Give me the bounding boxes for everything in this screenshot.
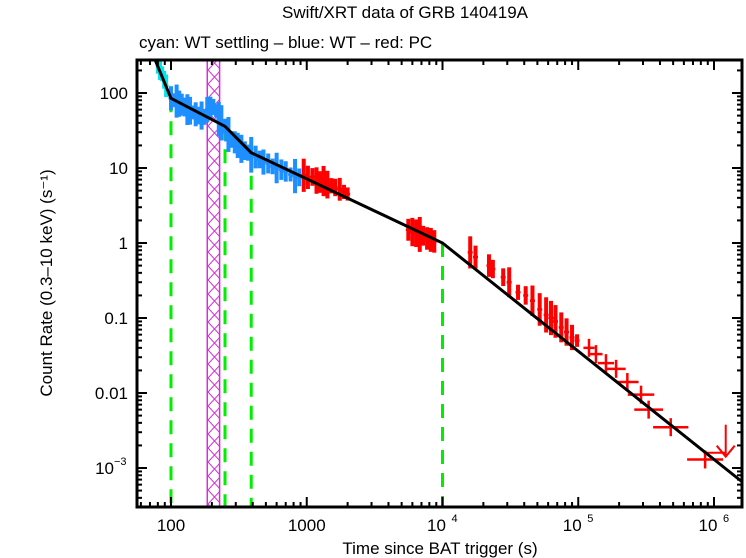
x-tick-label: 1000 xyxy=(288,516,326,535)
x-tick-label: 100 xyxy=(157,516,185,535)
x-tick-exponent: 5 xyxy=(587,513,593,525)
x-tick-label: 10 xyxy=(427,516,446,535)
x-tick-label: 10 xyxy=(699,516,718,535)
series-wt xyxy=(168,84,302,194)
y-tick-label: 1 xyxy=(119,234,128,253)
series-pc-upper-limit xyxy=(703,424,736,459)
chart-title: Swift/XRT data of GRB 140419A xyxy=(282,3,529,22)
y-tick-label: 10 xyxy=(95,459,114,478)
flare-exclusion-box xyxy=(206,60,221,507)
y-tick-exponent: −3 xyxy=(114,456,127,468)
plot-frame xyxy=(135,58,744,509)
plot-area xyxy=(153,60,742,507)
y-tick-label: 10 xyxy=(109,159,128,178)
y-tick-label: 0.01 xyxy=(95,384,128,403)
x-tick-exponent: 6 xyxy=(723,513,729,525)
y-axis-label: Count Rate (0.3–10 keV) (s⁻¹) xyxy=(37,169,56,396)
x-axis-label: Time since BAT trigger (s) xyxy=(342,539,537,558)
x-tick-label: 10 xyxy=(563,516,582,535)
chart-subtitle: cyan: WT settling – blue: WT – red: PC xyxy=(139,33,432,52)
y-tick-label: 100 xyxy=(100,84,128,103)
x-tick-exponent: 4 xyxy=(452,513,458,525)
upper-limit-arrowhead xyxy=(715,445,736,459)
model-line xyxy=(153,60,742,483)
y-tick-label: 0.1 xyxy=(104,309,128,328)
